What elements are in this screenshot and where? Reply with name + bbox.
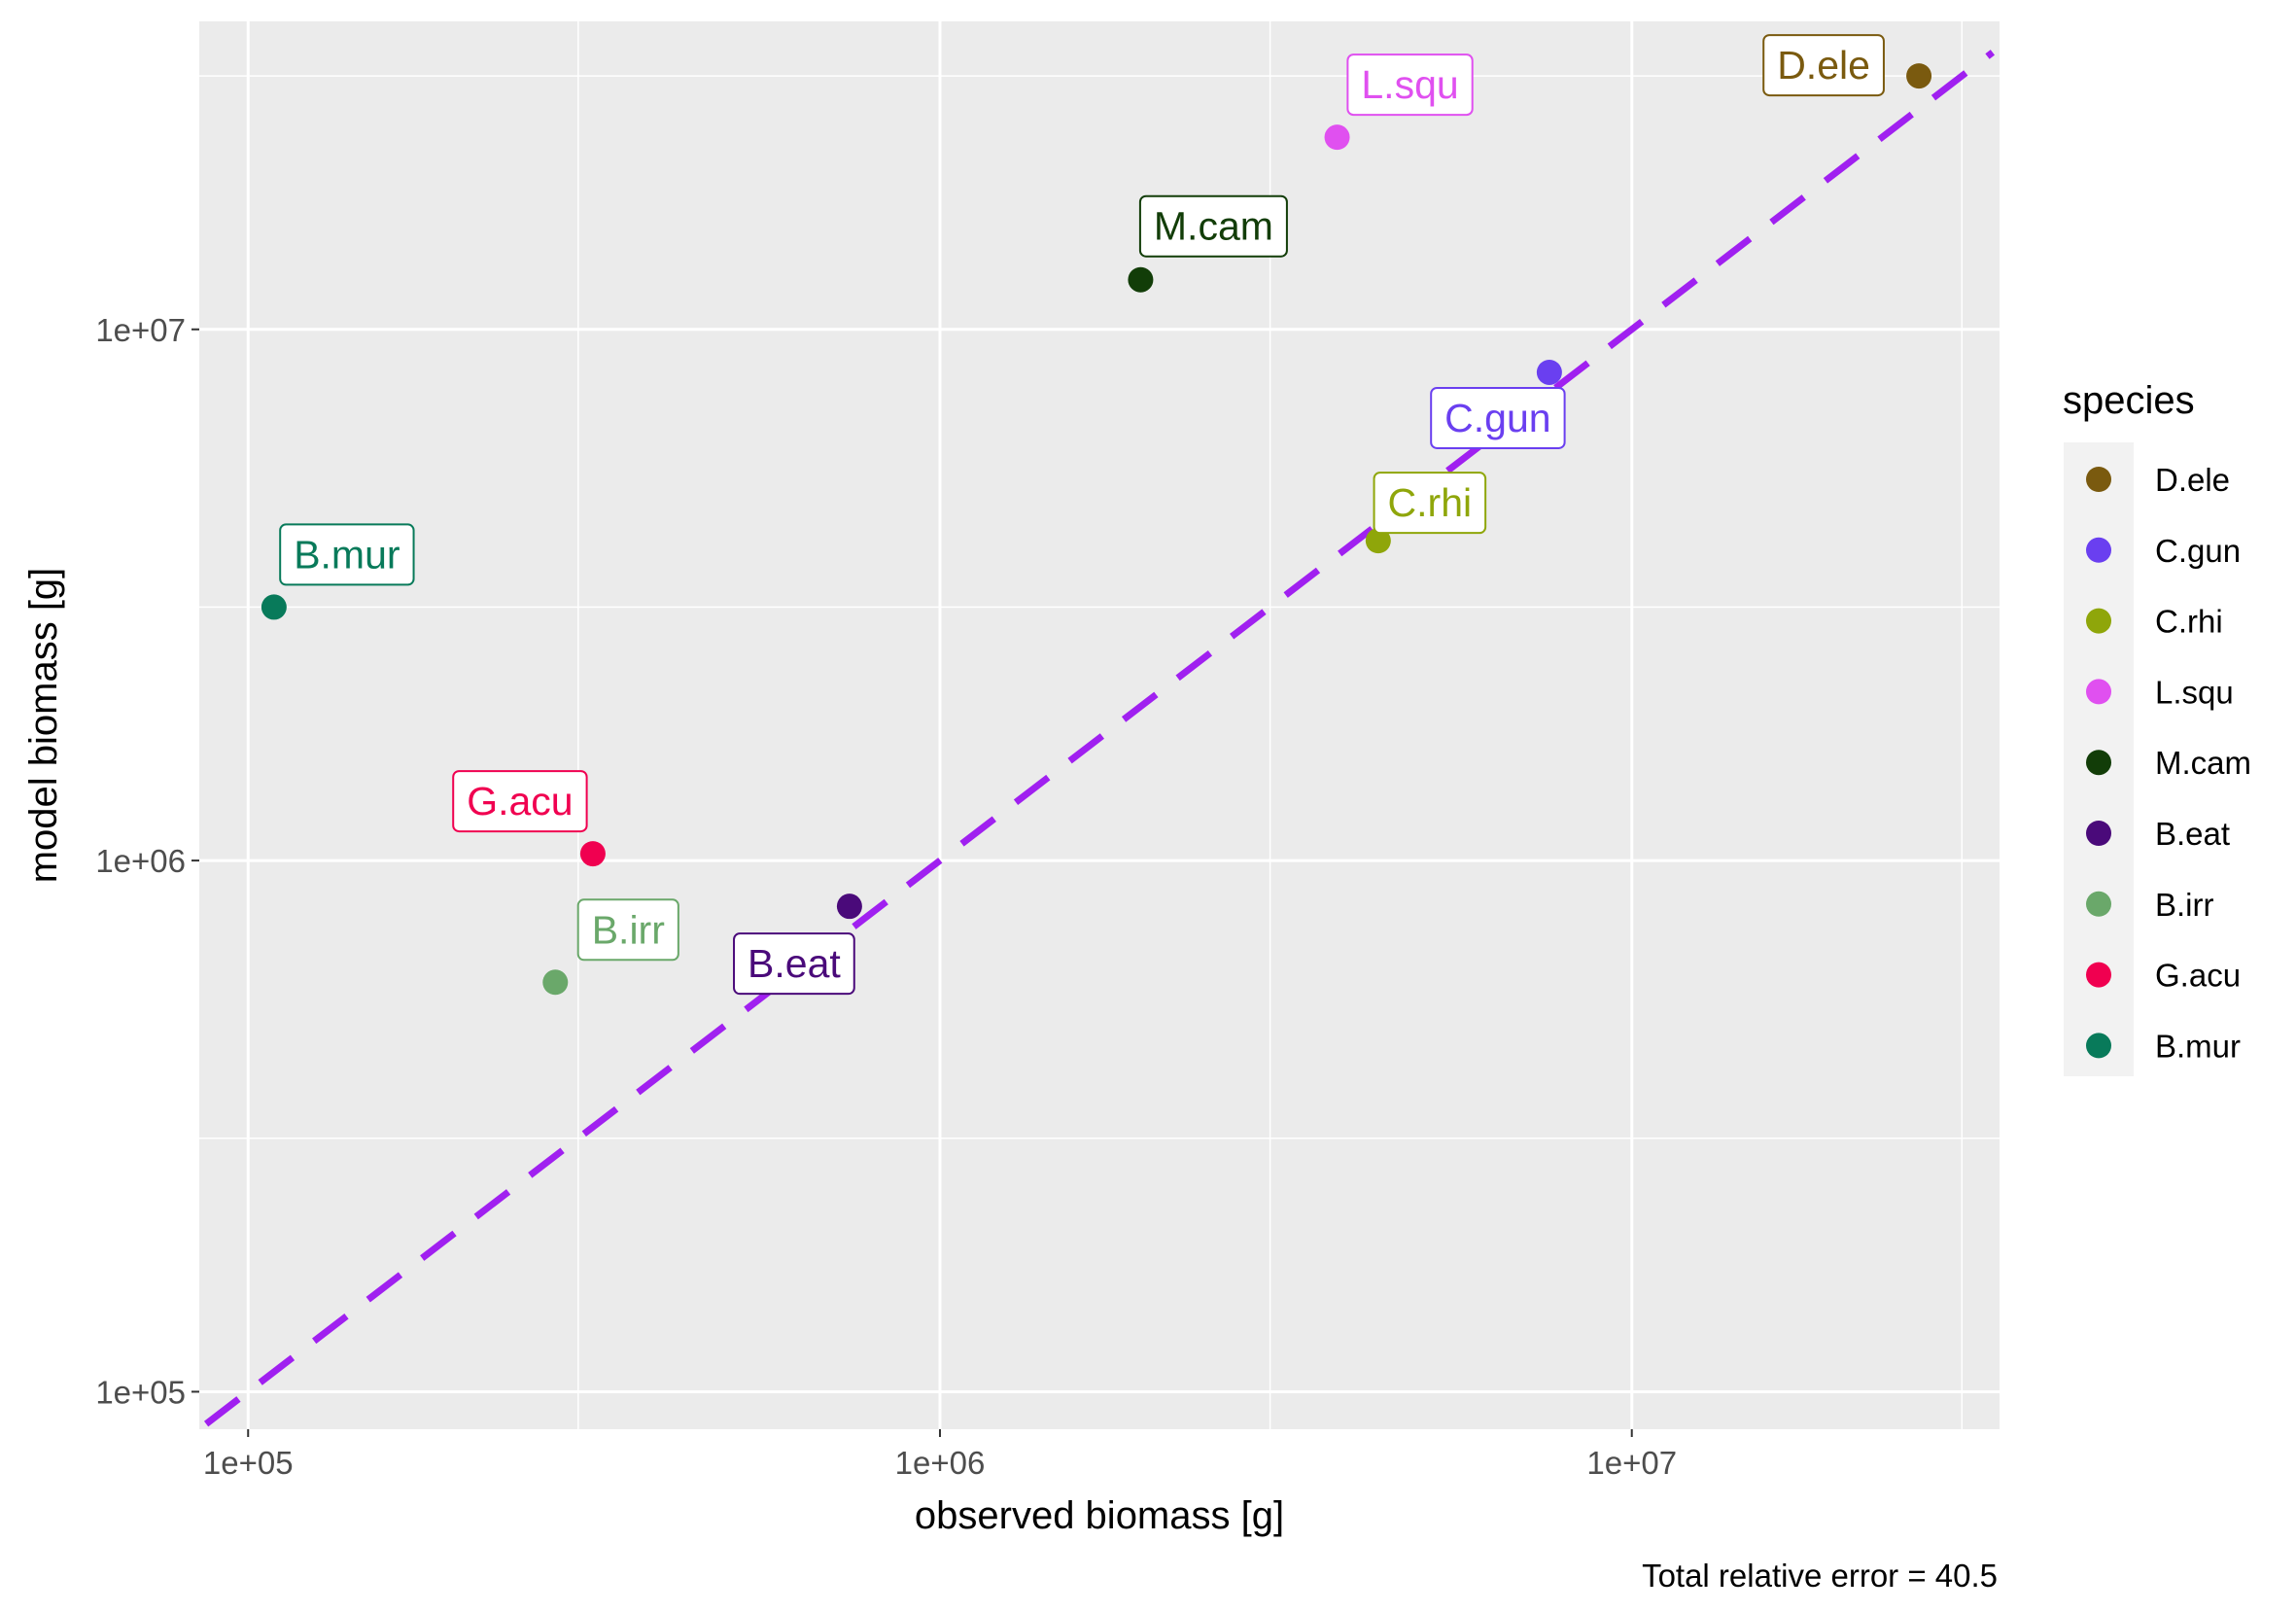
point-label-text: B.eat [748,941,841,986]
legend-key-b-mur [2086,1033,2111,1059]
plot-panel [199,21,2000,1429]
legend-label-b-irr: B.irr [2155,887,2214,923]
x-tick-label: 1e+06 [895,1445,986,1481]
x-axis-ticks: 1e+05 1e+06 1e+07 [203,1429,1677,1481]
data-point-c-rhi [1365,528,1391,554]
legend-key-d-ele [2086,467,2111,492]
x-tick-label: 1e+05 [203,1445,294,1481]
data-point-b-eat [836,894,862,920]
point-label-text: L.squ [1361,62,1458,107]
point-label-b-mur: B.mur [279,523,415,586]
point-label-box [1430,386,1566,449]
caption-total-error: Total relative error = 40.5 [1642,1558,1998,1594]
legend-key-c-rhi [2086,608,2111,634]
point-label-c-rhi: C.rhi [1373,472,1487,535]
point-label-b-eat: B.eat [733,932,855,996]
point-label-l-squ: L.squ [1346,53,1474,117]
x-axis-title: observed biomass [g] [915,1494,1284,1537]
data-point-g-acu [579,841,606,867]
legend-label-l-squ: L.squ [2155,674,2234,710]
point-label-box [1762,34,1885,97]
point-label-text: B.mur [294,532,400,577]
legend-title: species [2063,379,2195,422]
legend-label-g-acu: G.acu [2155,958,2241,994]
legend-key-b-irr [2086,891,2111,917]
point-label-text: C.gun [1444,396,1550,440]
x-tick-label: 1e+07 [1586,1445,1677,1481]
point-label-text: B.irr [592,907,665,952]
point-label-box [733,932,855,996]
y-axis-ticks: 1e+05 1e+06 1e+07 [95,312,199,1410]
legend-label-m-cam: M.cam [2155,745,2251,781]
grid-lines [199,21,2000,1429]
point-label-box [576,898,679,962]
point-label-text: C.rhi [1388,480,1473,525]
legend-key-m-cam [2086,750,2111,776]
reference-line [203,50,1996,1427]
legend-label-b-eat: B.eat [2155,816,2230,852]
point-label-box [1373,472,1487,535]
point-label-box [1138,194,1288,258]
point-label-g-acu: G.acu [452,770,588,833]
legend-label-c-rhi: C.rhi [2155,604,2223,640]
legend-label-b-mur: B.mur [2155,1028,2241,1064]
data-point-d-ele [1906,63,1932,89]
point-label-c-gun: C.gun [1430,386,1566,449]
point-label-text: D.ele [1777,43,1870,88]
point-labels: D.ele C.gun C.rhi L.squ M.cam B.eat B.irr G.acu… [279,34,1885,996]
data-point-l-squ [1324,124,1350,151]
point-label-text: G.acu [467,779,573,824]
data-point-b-irr [542,969,569,996]
data-point-b-mur [261,594,287,620]
legend: D.ele C.gun C.rhi L.squ M.cam B.eat B.irr G.acu… [2086,462,2251,1064]
legend-key-g-acu [2086,962,2111,988]
y-tick-label: 1e+07 [95,312,186,348]
y-axis-title: model biomass [g] [22,568,65,884]
legend-key-c-gun [2086,537,2111,563]
point-label-box [1346,53,1474,117]
point-label-box [452,770,588,833]
point-label-m-cam: M.cam [1138,194,1288,258]
legend-label-d-ele: D.ele [2155,462,2230,498]
y-tick-label: 1e+06 [95,843,186,879]
data-point-c-gun [1536,359,1562,385]
data-points [261,63,1932,996]
data-point-m-cam [1128,266,1154,293]
point-label-d-ele: D.ele [1762,34,1885,97]
legend-key-l-squ [2086,679,2111,705]
point-label-text: M.cam [1154,204,1273,249]
legend-key-b-eat [2086,821,2111,846]
point-label-b-irr: B.irr [576,898,679,962]
y-tick-label: 1e+05 [95,1374,186,1410]
identity-reference-line [203,50,1996,1427]
legend-label-c-gun: C.gun [2155,533,2241,569]
point-label-box [279,523,415,586]
